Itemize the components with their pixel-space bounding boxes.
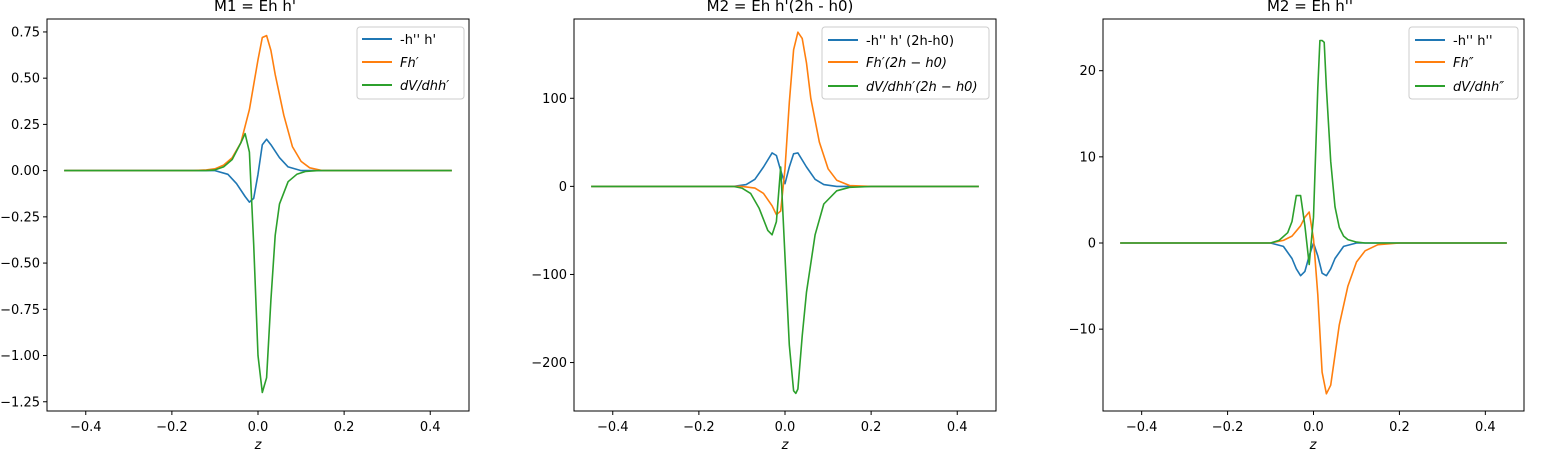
panel-3-ytick-label: 10 [1079, 150, 1096, 165]
panel-2-ytick-label: 0 [559, 180, 567, 195]
panel-2-legend: -h'' h' (2h-h0) Fh′(2h − h0) dV/dhh′(2h … [821, 26, 990, 100]
panel-2-xtick-label: −0.4 [597, 420, 629, 435]
panel-1-legend-box [356, 26, 465, 100]
panel-3-xtick-label: 0.2 [1389, 420, 1410, 435]
panel-1-series-line-2 [64, 34, 452, 172]
panel-2-ytick-label: 100 [542, 92, 567, 107]
panel-1-ytick-label: 0.00 [11, 164, 40, 179]
panel-2-ytick-label: −200 [531, 356, 567, 371]
panel-3-series-line-2 [1120, 211, 1507, 395]
panel-1-ytick-label: −1.00 [0, 349, 40, 364]
panel-1-title: M1 = Eh h' [214, 0, 296, 15]
panel-3-legend-box [1408, 26, 1519, 100]
panel-1: M1 = Eh h' −0.4 −0.2 0.0 0.2 0.4−1.25−1.00−0… [0, 0, 470, 450]
panel-2-legend-box [821, 26, 990, 100]
panel-3-series-line-3 [1120, 39, 1507, 266]
panel-3-xtick-label: 0.4 [1475, 420, 1496, 435]
panel-3-title: M2 = Eh h'' [1267, 0, 1353, 15]
panel-2-series-line-3 [591, 166, 979, 395]
panel-3-xtick-label: 0.0 [1303, 420, 1324, 435]
panel-2-ytick-label: −100 [531, 268, 567, 283]
panel-3-legend-label-1: -h'' h'' [1453, 34, 1493, 49]
panel-3-xtick-label: −0.2 [1212, 420, 1244, 435]
panel-1-series-line-1 [64, 138, 452, 203]
panel-2-series-line-2 [591, 31, 979, 216]
panel-2-xtick-label: −0.2 [683, 420, 715, 435]
panel-2-xlabel: z [781, 438, 790, 450]
panel-2: M2 = Eh h'(2h - h0) −0.4 −0.2 0.0 0.2 0.4 −20… [531, 0, 997, 450]
panel-3-xtick-label: −0.4 [1126, 420, 1158, 435]
panel-3-legend-label-2: Fh″ [1453, 56, 1474, 71]
panel-1-ytick-label: −0.50 [0, 257, 40, 272]
panel-2-frame [573, 18, 997, 412]
panel-2-xtick-label: 0.4 [947, 420, 968, 435]
panel-1-xlabel: z [254, 438, 263, 450]
panel-3-ytick-label: 0 [1088, 237, 1096, 252]
panel-1-xtick-label: 0.0 [248, 420, 269, 435]
panel-3-legend-label-3: dV/dhh″ [1453, 80, 1504, 95]
panel-3-ticks: −0.4 −0.2 0.0 0.2 0.4 −10 0 10 20 [1069, 64, 1496, 435]
panel-1-frame [46, 18, 470, 412]
panel-2-xtick-label: 0.2 [861, 420, 882, 435]
panel-1-ytick-label: 0.50 [11, 72, 40, 87]
panel-2-legend-label-3: dV/dhh′(2h − h0) [866, 80, 978, 95]
panel-3-ytick-label: 20 [1079, 64, 1096, 79]
panel-3-plot-area [1120, 39, 1507, 395]
panel-1-xtick-label: −0.2 [156, 420, 188, 435]
panel-1-legend-label-2: Fh′ [400, 56, 419, 71]
panel-2-plot-area [591, 31, 979, 395]
panel-1-ytick-label: −0.75 [0, 303, 40, 318]
panel-1-legend: -h'' h' Fh′ dV/dhh′ [356, 26, 465, 100]
panel-1-series-line-3 [64, 132, 452, 394]
panel-3-xlabel: z [1309, 438, 1318, 450]
panel-1-ytick-label: 0.75 [11, 25, 40, 40]
panel-1-xtick-label: 0.2 [334, 420, 355, 435]
panel-1-ticks: −0.4 −0.2 0.0 0.2 0.4 −1.25 −1.00 −0.75 −0.50 −0.… [0, 25, 440, 435]
panel-2-series-line-1 [591, 152, 979, 188]
panel-1-xtick-label: 0.4 [420, 420, 441, 435]
panel-3-frame [1102, 18, 1525, 412]
panel-2-title: M2 = Eh h'(2h - h0) [707, 0, 854, 15]
panel-1-ytick-label: 0.25 [11, 118, 40, 133]
panel-3-ytick-label: −10 [1069, 323, 1096, 338]
panel-2-xtick-label: 0.0 [775, 420, 796, 435]
panel-1-legend-label-1: -h'' h' [400, 33, 436, 48]
panel-2-legend-label-1: -h'' h' (2h-h0) [866, 34, 954, 49]
panel-3-legend: -h'' h'' Fh″ dV/dhh″ [1408, 26, 1519, 100]
panel-1-ytick-label: −1.25 [0, 395, 40, 410]
panel-2-legend-label-2: Fh′(2h − h0) [866, 56, 947, 71]
panel-1-ytick-label: −0.25 [0, 210, 40, 225]
panel-1-legend-label-3: dV/dhh′ [400, 79, 449, 94]
panel-2-ticks: −0.4 −0.2 0.0 0.2 0.4 −200 −100 0 100 [531, 92, 967, 435]
panel-1-plot-area [64, 34, 452, 394]
panel-1-xtick-label: −0.4 [70, 420, 102, 435]
